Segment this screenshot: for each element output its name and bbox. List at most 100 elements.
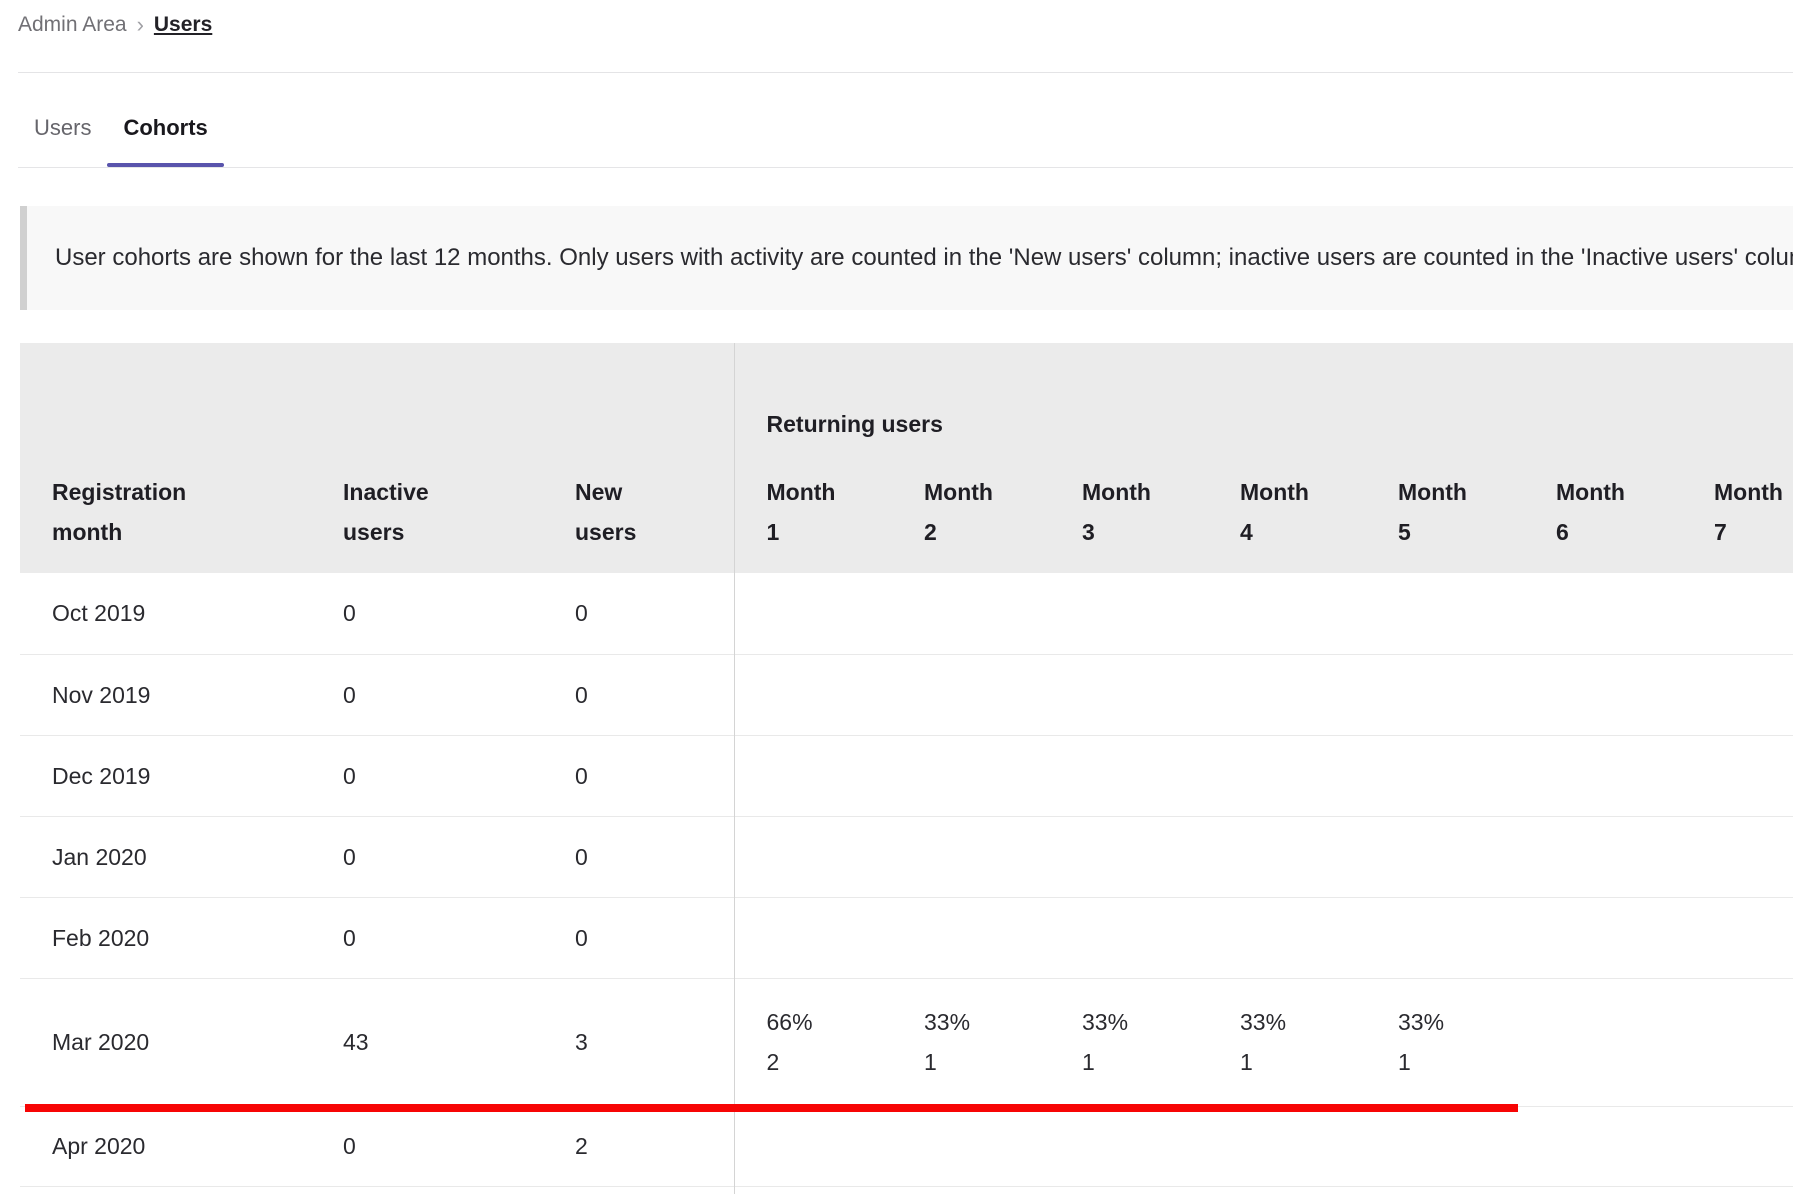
column-header-month-6: Month 6 <box>1524 456 1683 573</box>
new-users-cell: 0 <box>543 815 735 897</box>
tab-bar: Users Cohorts <box>18 92 1793 168</box>
month-7-cell <box>1682 734 1793 816</box>
column-header-row: Registration month Inactive users New us… <box>20 456 1793 573</box>
breadcrumb-admin-area-link[interactable]: Admin Area <box>18 13 127 36</box>
month-4-cell <box>1208 815 1367 897</box>
month-1-cell <box>733 896 893 978</box>
table-row: Feb 2020 0 0 <box>20 896 1793 978</box>
month-4-cell: 33% 1 <box>1208 977 1367 1106</box>
new-users-cell: 0 <box>543 573 735 654</box>
table-row: Dec 2019 0 0 <box>20 734 1793 816</box>
registration-month-cell: Dec 2019 <box>20 734 311 816</box>
empty-cell <box>1050 1185 1209 1194</box>
column-header-new-users: New users <box>543 456 735 573</box>
inactive-users-cell: 0 <box>311 815 543 897</box>
month-2-cell <box>892 815 1051 897</box>
month-2-cell <box>892 734 1051 816</box>
month-1-cell <box>733 573 893 654</box>
month-3-cell: 33% 1 <box>1050 977 1209 1106</box>
month-5-cell <box>1366 815 1525 897</box>
tab-cohorts-label: Cohorts <box>123 115 208 140</box>
month-2-cell <box>892 1105 1051 1186</box>
column-header-month-2: Month 2 <box>892 456 1051 573</box>
month-6-cell <box>1524 1105 1683 1186</box>
red-annotation-line <box>25 1104 1518 1112</box>
chevron-right-icon: › <box>136 12 144 37</box>
month-2-cell: 33% 1 <box>892 977 1051 1106</box>
empty-cell <box>20 1185 311 1194</box>
month-2-cell <box>892 653 1051 735</box>
month-2-cell <box>892 573 1051 654</box>
table-row: Apr 2020 0 2 <box>20 1105 1793 1186</box>
table-row: Jan 2020 0 0 <box>20 815 1793 897</box>
inactive-users-cell: 43 <box>311 977 543 1106</box>
month-2-cell <box>892 896 1051 978</box>
month-7-cell <box>1682 653 1793 735</box>
month-7-cell <box>1682 896 1793 978</box>
registration-month-cell: Apr 2020 <box>20 1105 311 1186</box>
table-row: Oct 2019 0 0 <box>20 573 1793 654</box>
month-5-cell: 33% 1 <box>1366 977 1525 1106</box>
month-5-cell <box>1366 734 1525 816</box>
registration-month-cell: Feb 2020 <box>20 896 311 978</box>
cohorts-notice-text: User cohorts are shown for the last 12 m… <box>55 244 1793 271</box>
month-6-cell <box>1524 815 1683 897</box>
cohorts-table-container: Returning users Registration month Inact… <box>20 343 1793 1194</box>
new-users-cell: 0 <box>543 653 735 735</box>
month-6-cell <box>1524 977 1683 1106</box>
month-3-cell <box>1050 1105 1209 1186</box>
new-users-cell: 0 <box>543 896 735 978</box>
tab-users[interactable]: Users <box>18 92 107 168</box>
empty-cell <box>1366 1185 1525 1194</box>
month-4-cell <box>1208 1105 1367 1186</box>
empty-cell <box>1208 1185 1367 1194</box>
month-6-cell <box>1524 653 1683 735</box>
registration-month-cell: Jan 2020 <box>20 815 311 897</box>
registration-month-cell: Mar 2020 <box>20 977 311 1106</box>
table-row: Nov 2019 0 0 <box>20 653 1793 735</box>
registration-month-cell: Nov 2019 <box>20 653 311 735</box>
column-header-month-1: Month 1 <box>733 456 893 573</box>
month-7-cell <box>1682 977 1793 1106</box>
empty-cell <box>892 1185 1051 1194</box>
month-1-cell <box>733 653 893 735</box>
new-users-cell: 2 <box>543 1105 735 1186</box>
month-7-cell <box>1682 573 1793 654</box>
month-7-cell <box>1682 815 1793 897</box>
cohorts-notice-banner: User cohorts are shown for the last 12 m… <box>20 206 1793 310</box>
tab-cohorts[interactable]: Cohorts <box>107 92 224 168</box>
column-header-month-4: Month 4 <box>1208 456 1367 573</box>
month-4-cell <box>1208 896 1367 978</box>
month-4-cell <box>1208 653 1367 735</box>
month-1-cell <box>733 815 893 897</box>
month-6-cell <box>1524 896 1683 978</box>
month-5-cell <box>1366 896 1525 978</box>
inactive-users-cell: 0 <box>311 896 543 978</box>
group-header-row: Returning users <box>20 343 1793 456</box>
month-6-cell <box>1524 573 1683 654</box>
tab-users-label: Users <box>34 115 92 140</box>
table-row: Mar 2020 43 3 66% 2 33% 1 33% 1 33% 1 33% 1 <box>20 977 1793 1106</box>
column-header-month-3: Month 3 <box>1050 456 1209 573</box>
cohorts-table-body: Oct 2019 0 0 Nov 2019 0 0 Dec 2019 0 0 Jan 2020 0 0… <box>20 573 1793 1194</box>
inactive-users-cell: 0 <box>311 573 543 654</box>
registration-month-cell: Oct 2019 <box>20 573 311 654</box>
cohorts-table-header: Returning users Registration month Inact… <box>20 343 1793 573</box>
empty-cell <box>1524 1185 1683 1194</box>
new-users-cell: 3 <box>543 977 735 1106</box>
active-tab-indicator <box>107 163 224 167</box>
month-4-cell <box>1208 734 1367 816</box>
column-header-registration-month: Registration month <box>20 456 311 573</box>
table-row <box>20 1185 1793 1194</box>
month-1-cell: 66% 2 <box>733 977 893 1106</box>
group-header-spacer <box>20 343 735 456</box>
month-3-cell <box>1050 734 1209 816</box>
new-users-cell: 0 <box>543 734 735 816</box>
month-3-cell <box>1050 653 1209 735</box>
empty-cell <box>733 1185 893 1194</box>
breadcrumb-users-link[interactable]: Users <box>153 13 213 36</box>
breadcrumb: Admin Area › Users <box>18 13 212 37</box>
header-divider <box>18 72 1793 73</box>
inactive-users-cell: 0 <box>311 734 543 816</box>
